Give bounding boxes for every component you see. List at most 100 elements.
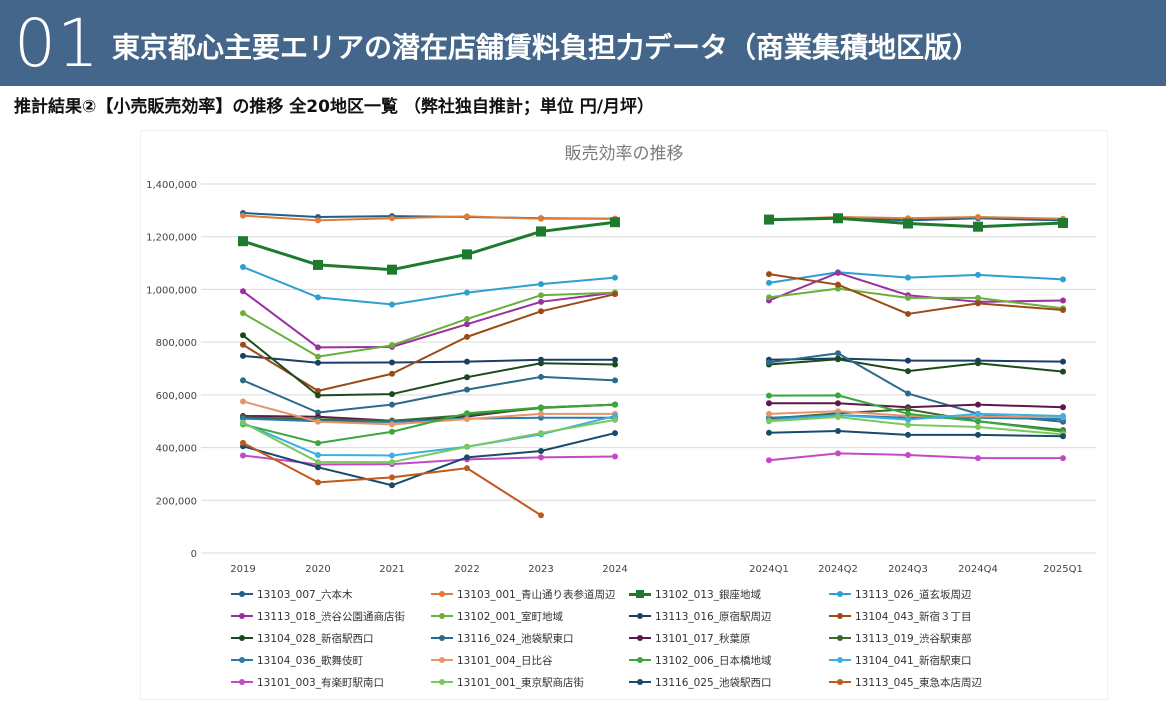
data-point [975,418,981,425]
data-point [905,431,911,438]
data-point [464,465,470,472]
slide-title: 東京都心主要エリアの潜在店舗賃料負担力データ（商業集積地区版） [112,31,981,64]
legend-item: 13101_003_有楽町駅南口 [231,674,384,690]
slide-number: 01 [14,5,100,82]
data-point [1060,433,1066,440]
data-point [835,413,841,420]
data-point [240,264,246,271]
data-point [240,332,246,339]
data-point [833,213,843,224]
data-point [766,271,772,278]
data-point [905,368,911,375]
legend-swatch [629,677,651,687]
data-point [766,359,772,366]
legend-label: 13103_001_青山通り表参道周辺 [457,588,616,601]
header-bar: 01 東京都心主要エリアの潜在店舗賃料負担力データ（商業集積地区版） [0,0,1166,86]
data-point [612,453,618,460]
legend-swatch [231,611,253,621]
series-line [768,287,1064,310]
data-point [1060,297,1066,304]
data-point [905,421,911,428]
legend-swatch [431,589,453,599]
legend-label: 13104_041_新宿駅東口 [855,654,972,667]
data-point [464,321,470,328]
data-point [538,373,544,380]
data-point [975,294,981,301]
y-tick-label: 600,000 [156,391,197,402]
data-point [315,479,321,486]
data-point [464,374,470,381]
data-point [766,400,772,407]
data-point [389,474,395,481]
data-point [464,213,470,220]
data-point [835,450,841,457]
legend-label: 13102_001_室町地域 [457,610,563,623]
legend-item: 13116_024_池袋駅東口 [431,630,573,646]
data-point [766,410,772,417]
data-point [835,400,841,407]
legend-item: 13104_041_新宿駅東口 [829,652,971,668]
x-tick-label: 2019 [230,564,255,575]
data-point [315,451,321,458]
data-point [464,386,470,393]
legend-item: 13101_017_秋葉原 [629,630,750,646]
legend-swatch [629,589,651,599]
legend-swatch [829,611,851,621]
data-point [240,419,246,426]
legend-swatch [829,589,851,599]
data-point [975,410,981,417]
series-19 [240,439,544,519]
data-point [315,459,321,466]
data-point [612,356,618,363]
legend-swatch [231,677,253,687]
data-point [612,416,618,423]
data-point [315,387,321,394]
data-point [766,457,772,464]
data-point [389,401,395,408]
y-tick-label: 1,000,000 [146,285,197,296]
data-point [315,344,321,351]
x-tick-label: 2024Q2 [818,564,858,575]
series-17 [240,413,1066,466]
legend-item: 13104_043_新宿３丁目 [829,608,971,624]
data-point [905,406,911,413]
data-point [905,357,911,364]
series-1 [240,212,1066,224]
series-7 [240,271,1066,394]
x-tick-label: 2022 [454,564,479,575]
series-line [768,394,1064,433]
data-point [975,431,981,438]
x-tick-label: 2025Q1 [1043,564,1083,575]
data-point [240,398,246,405]
data-point [315,217,321,224]
line-chart: 販売効率の推移 0 200,000 400,000 600,000 800,000 1,00… [146,144,1096,575]
data-point [315,359,321,366]
series-line [242,416,615,424]
data-point [835,350,841,357]
data-point [538,410,544,417]
legend-label: 13104_028_新宿駅西口 [257,632,374,645]
legend-item: 13113_019_渋谷駅東部 [829,630,971,646]
series-line [242,220,616,272]
series-line [242,418,616,464]
series-line [242,334,616,397]
legend-item: 13116_025_池袋駅西口 [629,674,771,690]
data-point [975,401,981,408]
data-point [538,360,544,367]
x-tick-label: 2020 [305,564,330,575]
data-point [464,315,470,322]
series-8 [240,332,1066,399]
x-tick-label: 2024Q3 [888,564,928,575]
series-line [242,375,616,414]
x-tick-label: 2024 [602,564,627,575]
data-point [389,391,395,398]
data-point [464,416,470,423]
data-point [464,410,470,417]
data-point [238,236,248,247]
data-point [313,259,323,270]
data-point [389,459,395,466]
series-line [242,354,615,364]
legend-swatch [231,633,253,643]
y-tick-label: 200,000 [156,496,197,507]
y-tick-label: 1,400,000 [146,180,197,191]
